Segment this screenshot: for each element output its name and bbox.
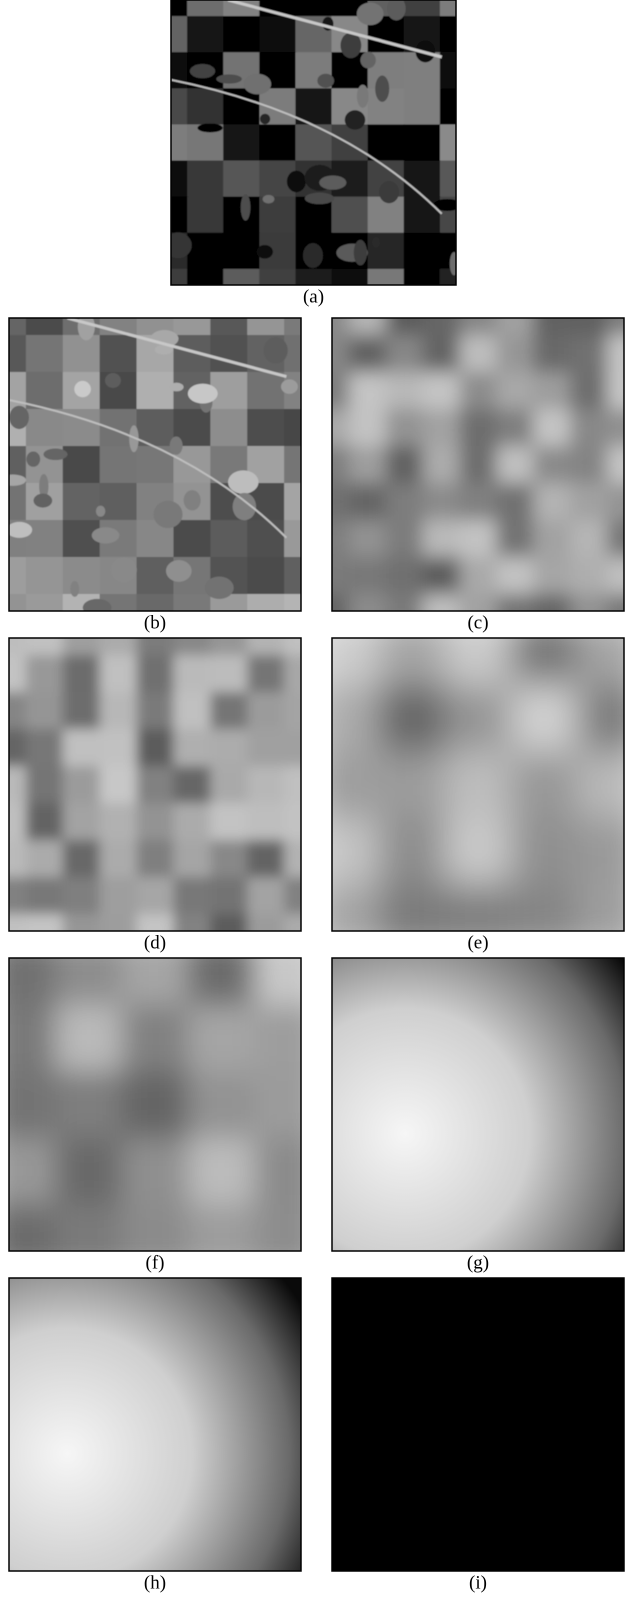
figure: (a) (b) (c) (d) (e) (f) (g) (h) (i) <box>0 0 628 1607</box>
panel-image <box>332 1278 624 1571</box>
page: (a)(b)(c)(d)(e)(f)(g)(h)(i) (() => { con… <box>0 0 628 1607</box>
panel-image <box>312 298 628 632</box>
panel-caption: (g) <box>467 1252 489 1273</box>
panel-image <box>332 958 624 1251</box>
panel-image <box>0 618 322 952</box>
panel-caption: (i) <box>469 1572 487 1593</box>
panel-image <box>0 298 322 632</box>
panel-caption: (c) <box>467 612 488 633</box>
panel-caption: (d) <box>144 932 166 953</box>
panel-caption: (f) <box>146 1252 165 1273</box>
panel-image <box>0 938 322 1272</box>
panel-caption: (h) <box>144 1572 166 1593</box>
panel-image <box>151 0 477 306</box>
panel-caption: (b) <box>144 612 166 633</box>
panel-image <box>312 618 628 952</box>
panel-caption: (e) <box>467 932 488 953</box>
panel-image <box>9 1278 301 1571</box>
panel-caption: (a) <box>303 286 324 307</box>
